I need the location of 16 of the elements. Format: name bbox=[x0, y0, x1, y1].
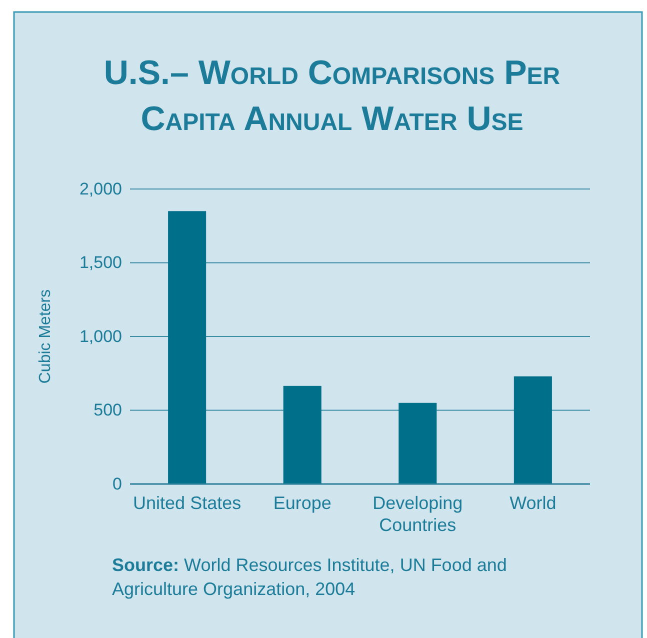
x-tick-label: Developing Countries bbox=[372, 493, 463, 535]
bar bbox=[514, 376, 552, 484]
text: Source: World Resources Institute, UN Food and Agriculture Organization, 2004 bbox=[112, 555, 507, 599]
y-axis-title: Cubic Meters bbox=[37, 289, 54, 384]
y-tick-label: 0 bbox=[112, 474, 122, 494]
x-tick-label: World bbox=[510, 493, 556, 513]
y-tick-label: 500 bbox=[94, 400, 122, 420]
y-tick-label: 1,000 bbox=[79, 326, 122, 346]
y-tick-label: 1,500 bbox=[79, 253, 122, 272]
bar bbox=[398, 402, 437, 484]
chart-title: U.S.– World Comparisons Per Capita Annual Water Use bbox=[104, 54, 560, 138]
x-tick-label: United States bbox=[133, 493, 242, 513]
x-tick-label: Europe bbox=[273, 493, 332, 513]
bar bbox=[168, 211, 206, 484]
bar bbox=[283, 386, 322, 484]
y-tick-label: 2,000 bbox=[79, 179, 122, 198]
